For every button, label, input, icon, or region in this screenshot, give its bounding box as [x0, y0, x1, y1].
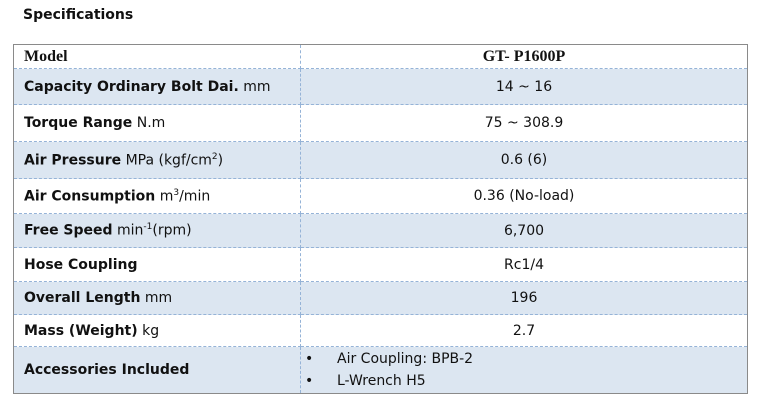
spec-row: Hose Coupling Rc1/4 [13, 247, 748, 282]
spec-label: Air Pressure MPa (kgf/cm2) [13, 141, 301, 179]
spec-unit: m [159, 188, 174, 205]
spec-table: Model GT- P1600P Capacity Ordinary Bolt Da… [13, 44, 748, 394]
spec-label: Capacity Ordinary Bolt Dai. mm [13, 68, 301, 105]
spec-label: Free Speed min-1(rpm) [13, 213, 301, 248]
spec-row: Free Speed min-1(rpm) 6,700 [13, 213, 748, 248]
spec-unit: mm [144, 290, 173, 306]
spec-value: 0.6 (6) [300, 141, 748, 179]
spec-name: Air Pressure [24, 152, 122, 169]
list-item: Air Coupling: BPB-2 [305, 348, 731, 370]
spec-name: Mass (Weight) [24, 322, 138, 339]
header-value: GT- P1600P [300, 44, 748, 69]
header-label: Model [13, 44, 301, 69]
spec-name: Capacity Ordinary Bolt Dai. [24, 78, 239, 95]
spec-name: Accessories Included [24, 362, 190, 378]
spec-label: Air Consumption m3/min [13, 178, 301, 214]
section-title: Specifications [23, 7, 134, 23]
spec-name: Overall Length [24, 290, 141, 306]
list-item: L-Wrench H5 [305, 370, 731, 392]
spec-value: 75 ~ 308.9 [300, 104, 748, 142]
spec-row: Mass (Weight) kg 2.7 [13, 314, 748, 347]
spec-unit: ) [217, 152, 224, 169]
table-body: Model GT- P1600P Capacity Ordinary Bolt Da… [13, 44, 748, 394]
spec-unit: MPa (kgf/cm [125, 152, 212, 169]
item-list: Air Coupling: BPB-2L-Wrench H5 [305, 348, 731, 392]
value-text: 14 ~ 16 [495, 78, 553, 95]
spec-name: Hose Coupling [24, 256, 138, 273]
spec-unit: (rpm) [152, 222, 192, 239]
spec-label: Mass (Weight) kg [13, 314, 301, 347]
spec-label: Accessories Included [13, 346, 301, 394]
spec-value: Rc1/4 [300, 247, 748, 282]
value-text: 196 [510, 290, 538, 306]
spec-unit: N.m [136, 115, 166, 131]
value-text: Rc1/4 [504, 256, 544, 273]
spec-unit: kg [142, 322, 160, 339]
spec-name: Free Speed [24, 222, 113, 239]
spec-row: Air Pressure MPa (kgf/cm2) 0.6 (6) [13, 141, 748, 179]
spec-row: Air Consumption m3/min 0.36 (No-load) [13, 178, 748, 214]
spec-row: Overall Length mm 196 [13, 281, 748, 315]
spec-unit: /min [179, 188, 211, 205]
spec-value: 14 ~ 16 [300, 68, 748, 105]
spec-unit: -1 [143, 222, 153, 233]
spec-unit: 2 [211, 151, 218, 162]
spec-value: 0.36 (No-load) [300, 178, 748, 214]
spec-unit: min [117, 222, 144, 239]
value-text: 6,700 [503, 222, 545, 239]
spec-row: Capacity Ordinary Bolt Dai. mm 14 ~ 16 [13, 68, 748, 105]
value-text: 0.36 (No-load) [473, 188, 575, 204]
spec-value: 2.7 [300, 314, 748, 347]
spec-unit: mm [243, 78, 271, 95]
header-row: Model GT- P1600P [13, 44, 748, 69]
spec-label: Overall Length mm [13, 281, 301, 315]
spec-name: Air Consumption [24, 188, 156, 205]
spec-name: Torque Range [24, 115, 133, 131]
spec-label: Hose Coupling [13, 247, 301, 282]
value-text: 75 ~ 308.9 [484, 115, 564, 131]
spec-unit: 3 [173, 187, 180, 198]
spec-value: 196 [300, 281, 748, 315]
spec-label: Torque Range N.m [13, 104, 301, 142]
value-text: 2.7 [512, 322, 536, 339]
spec-value: Air Coupling: BPB-2L-Wrench H5 [300, 346, 748, 394]
spec-value: 6,700 [300, 213, 748, 248]
spec-row: Torque Range N.m 75 ~ 308.9 [13, 104, 748, 142]
value-text: 0.6 (6) [500, 152, 548, 168]
spec-row: Accessories Included Air Coupling: BPB-2L… [13, 346, 748, 394]
